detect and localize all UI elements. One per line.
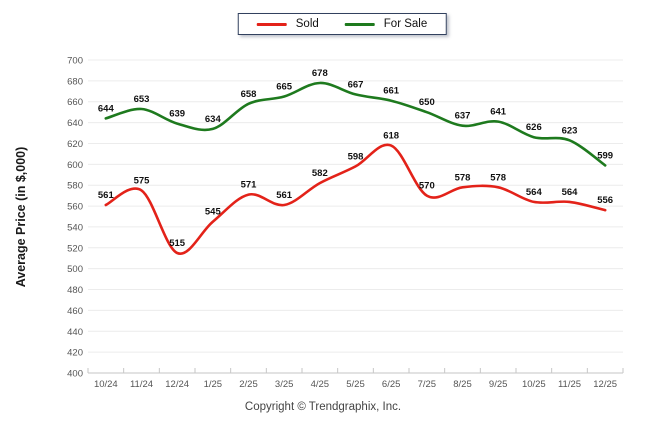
x-tick-label: 10/24 bbox=[94, 379, 118, 390]
y-tick-label: 600 bbox=[67, 160, 83, 171]
x-axis bbox=[87, 368, 624, 373]
data-label: 637 bbox=[455, 111, 471, 122]
x-tick-label: 7/25 bbox=[418, 379, 437, 390]
data-label: 618 bbox=[383, 131, 399, 142]
x-tick-label: 11/24 bbox=[130, 379, 153, 390]
x-tick-label: 9/25 bbox=[489, 379, 508, 390]
data-label: 599 bbox=[597, 150, 613, 161]
data-label: 571 bbox=[241, 180, 258, 191]
y-tick-label: 680 bbox=[67, 76, 83, 87]
x-tick-label: 2/25 bbox=[239, 379, 258, 390]
x-tick-label: 12/24 bbox=[165, 379, 189, 390]
data-label: 564 bbox=[562, 187, 579, 198]
y-tick-label: 400 bbox=[67, 369, 83, 380]
data-label: 639 bbox=[169, 109, 185, 120]
data-label: 575 bbox=[134, 175, 151, 186]
data-label: 578 bbox=[490, 172, 506, 183]
y-tick-label: 440 bbox=[67, 327, 83, 338]
y-tick-label: 520 bbox=[67, 243, 83, 254]
sold-line-swatch bbox=[256, 22, 287, 26]
data-label: 653 bbox=[134, 94, 150, 105]
legend-label-for-sale: For Sale bbox=[383, 18, 428, 30]
series-line-sold bbox=[104, 143, 607, 255]
x-tick-label: 12/25 bbox=[593, 379, 617, 390]
data-label: 515 bbox=[169, 238, 186, 249]
data-label: 644 bbox=[98, 103, 115, 114]
x-tick-label: 1/25 bbox=[204, 379, 223, 390]
data-label: 570 bbox=[419, 181, 435, 192]
data-label: 578 bbox=[455, 172, 471, 183]
x-tick-label: 8/25 bbox=[453, 379, 472, 390]
series-labels-sold: 561 575 515 545 571 561 582 598 618 570 578 578 564 5… bbox=[98, 131, 613, 249]
data-label: 623 bbox=[562, 125, 578, 136]
data-label: 556 bbox=[597, 195, 613, 206]
y-tick-label: 560 bbox=[67, 202, 83, 213]
y-tick-label: 480 bbox=[67, 285, 83, 296]
legend-item-for-sale: For Sale bbox=[344, 18, 428, 30]
y-tick-label: 580 bbox=[67, 181, 83, 192]
legend-label-sold: Sold bbox=[295, 18, 319, 30]
y-tick-label: 460 bbox=[67, 306, 83, 317]
price-trend-chart: 400 420 440 460 480 500 520 540 560 580 600 620 640 6… bbox=[67, 56, 624, 390]
data-label: 564 bbox=[526, 187, 543, 198]
data-label: 582 bbox=[312, 168, 328, 179]
y-tick-label: 640 bbox=[67, 118, 83, 129]
data-label: 658 bbox=[241, 89, 257, 100]
data-label: 561 bbox=[98, 190, 115, 201]
series-line-for-sale bbox=[104, 81, 607, 167]
y-axis-tick-labels: 400 420 440 460 480 500 520 540 560 580 600 620 640 6… bbox=[67, 56, 83, 380]
x-axis-tick-labels: 10/24 11/24 12/24 1/25 2/25 3/25 4/25 5/25 6/25 7… bbox=[94, 379, 617, 390]
x-tick-label: 10/25 bbox=[522, 379, 546, 390]
y-tick-label: 660 bbox=[67, 97, 83, 108]
copyright-text: Copyright © Trendgraphix, Inc. bbox=[244, 401, 402, 413]
data-label: 626 bbox=[526, 122, 542, 133]
grid-layer bbox=[88, 59, 623, 374]
data-label: 667 bbox=[348, 79, 364, 90]
x-tick-label: 11/25 bbox=[558, 379, 581, 390]
y-tick-label: 500 bbox=[67, 264, 83, 275]
y-tick-label: 540 bbox=[67, 222, 83, 233]
x-tick-label: 4/25 bbox=[311, 379, 330, 390]
legend-item-sold: Sold bbox=[256, 18, 319, 30]
data-label: 665 bbox=[276, 82, 293, 93]
for-sale-line-swatch bbox=[344, 22, 375, 26]
y-tick-label: 420 bbox=[67, 348, 83, 359]
series-labels-for-sale: 644 653 639 634 658 665 678 667 661 650 637 641 626 6… bbox=[98, 68, 613, 161]
data-label: 650 bbox=[419, 97, 435, 108]
data-label: 561 bbox=[276, 190, 293, 201]
x-tick-label: 6/25 bbox=[382, 379, 401, 390]
data-label: 641 bbox=[490, 107, 507, 118]
y-tick-label: 700 bbox=[67, 56, 83, 67]
data-label: 634 bbox=[205, 114, 222, 125]
x-tick-label: 3/25 bbox=[275, 379, 294, 390]
y-tick-label: 620 bbox=[67, 139, 83, 150]
data-label: 661 bbox=[383, 86, 400, 97]
data-label: 678 bbox=[312, 68, 328, 79]
data-label: 598 bbox=[348, 151, 364, 162]
x-tick-label: 5/25 bbox=[346, 379, 365, 390]
chart-legend: Sold For Sale bbox=[237, 13, 447, 35]
y-axis-title: Average Price (in $,000) bbox=[14, 146, 28, 288]
data-label: 545 bbox=[205, 207, 222, 218]
